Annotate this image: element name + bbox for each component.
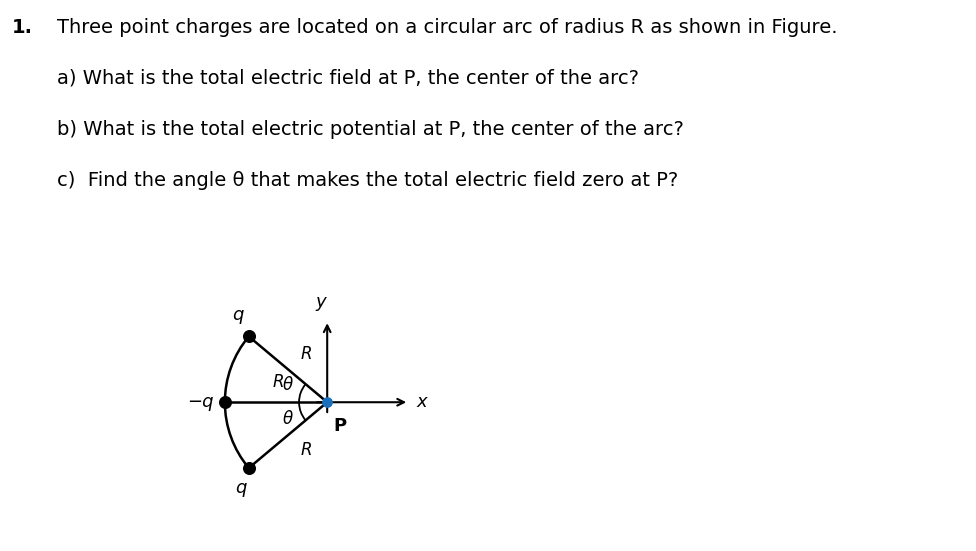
Text: q: q xyxy=(235,479,246,497)
Point xyxy=(319,398,335,407)
Point xyxy=(217,398,232,407)
Text: c)  Find the angle θ that makes the total electric field zero at P?: c) Find the angle θ that makes the total… xyxy=(57,171,678,190)
Text: θ: θ xyxy=(283,410,293,428)
Text: b) What is the total electric potential at P, the center of the arc?: b) What is the total electric potential … xyxy=(57,120,683,139)
Text: y: y xyxy=(316,293,326,311)
Text: q: q xyxy=(232,306,244,323)
Point xyxy=(241,332,257,341)
Text: R: R xyxy=(273,373,284,391)
Text: a) What is the total electric field at P, the center of the arc?: a) What is the total electric field at P… xyxy=(57,69,638,88)
Point xyxy=(241,463,257,472)
Text: θ: θ xyxy=(283,376,293,395)
Text: R: R xyxy=(301,441,312,459)
Text: x: x xyxy=(417,393,427,411)
Text: Three point charges are located on a circular arc of radius R as shown in Figure: Three point charges are located on a cir… xyxy=(57,18,837,36)
Text: P: P xyxy=(334,417,346,435)
Text: R: R xyxy=(301,345,312,363)
Text: −q: −q xyxy=(187,393,214,411)
Text: 1.: 1. xyxy=(12,18,33,36)
